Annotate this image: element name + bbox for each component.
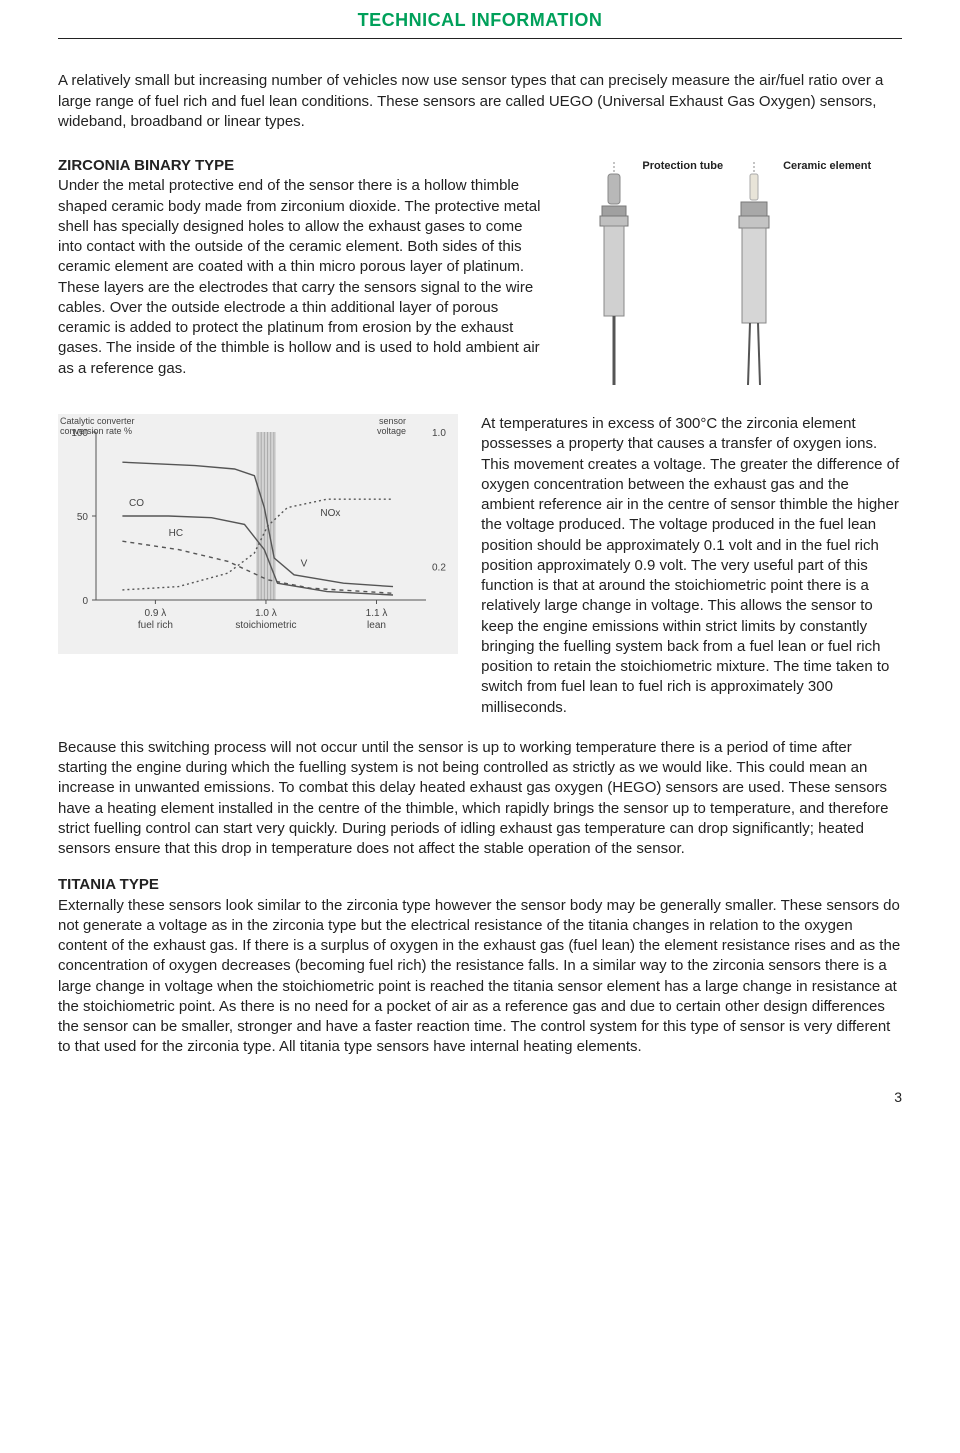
svg-text:HC: HC	[169, 528, 183, 539]
svg-text:50: 50	[77, 512, 89, 523]
svg-text:0.9 λ: 0.9 λ	[145, 608, 167, 619]
svg-text:lean: lean	[367, 620, 386, 631]
zirconia-heading: ZIRCONIA BINARY TYPE	[58, 156, 548, 176]
svg-text:CO: CO	[129, 498, 144, 509]
svg-text:Catalytic converter: Catalytic converter	[60, 416, 135, 426]
svg-text:NOx: NOx	[320, 508, 340, 519]
zirconia-body: Under the metal protective end of the se…	[58, 176, 548, 379]
svg-text:stoichiometric: stoichiometric	[235, 620, 296, 631]
svg-text:sensor: sensor	[379, 416, 406, 426]
page-number: 3	[58, 1088, 902, 1107]
protection-tube-label: Protection tube	[642, 160, 723, 173]
titania-heading: TITANIA TYPE	[58, 875, 902, 895]
titania-body: Externally these sensors look similar to…	[58, 896, 902, 1058]
ceramic-element-label: Ceramic element	[783, 160, 871, 173]
page-header: TECHNICAL INFORMATION	[58, 0, 902, 38]
svg-text:1.1 λ: 1.1 λ	[366, 608, 388, 619]
svg-text:0: 0	[82, 596, 88, 607]
svg-text:1.0 λ: 1.0 λ	[255, 608, 277, 619]
svg-text:1.0: 1.0	[432, 428, 446, 439]
ceramic-element-icon	[731, 160, 777, 390]
header-rule	[58, 38, 902, 39]
conversion-chart: 0501000.21.00.9 λfuel rich1.0 λstoichiom…	[58, 414, 458, 654]
voltage-paragraph: At temperatures in excess of 300°C the z…	[481, 414, 902, 718]
svg-text:0.2: 0.2	[432, 562, 446, 573]
protection-tube-icon	[592, 160, 636, 390]
sensor-figure: Protection tube Ceramic element	[562, 156, 902, 390]
svg-text:fuel rich: fuel rich	[138, 620, 173, 631]
svg-text:V: V	[301, 558, 308, 569]
intro-paragraph: A relatively small but increasing number…	[58, 71, 902, 132]
svg-text:conversion rate %: conversion rate %	[60, 426, 132, 436]
svg-text:voltage: voltage	[377, 426, 406, 436]
hego-paragraph: Because this switching process will not …	[58, 738, 902, 860]
